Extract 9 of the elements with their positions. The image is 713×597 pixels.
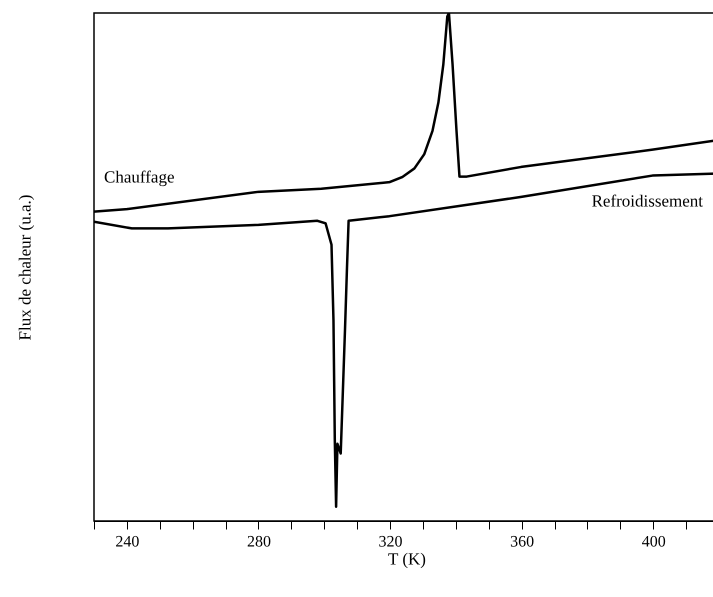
series-label: Chauffage xyxy=(104,168,174,187)
x-tick-label: 320 xyxy=(378,534,403,550)
x-tick-label: 360 xyxy=(510,534,534,550)
x-axis-title: T (K) xyxy=(388,550,426,568)
x-tick-label: 280 xyxy=(246,534,271,550)
y-axis-title: Flux de chaleur (u.a.) xyxy=(16,194,34,340)
x-tick-label: 400 xyxy=(642,534,666,550)
x-tick-label: 240 xyxy=(115,534,140,550)
series-label: Refroidissement xyxy=(592,192,704,211)
